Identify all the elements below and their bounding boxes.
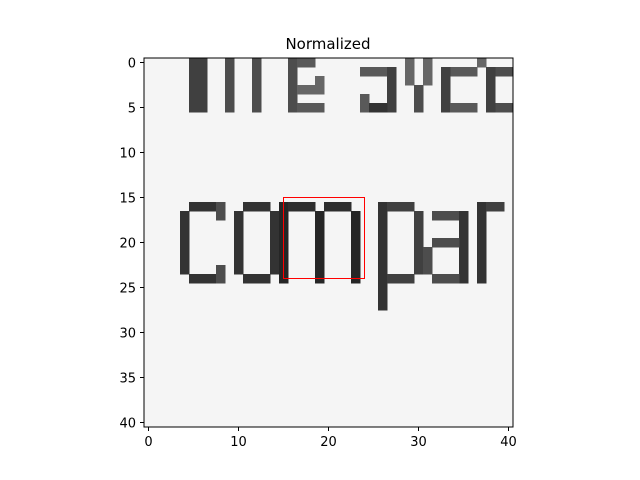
glyph-stroke [198,58,208,113]
glyph-stroke [225,58,235,113]
glyph-stroke [297,103,325,113]
glyph-stroke [441,67,451,113]
glyph-stroke [297,58,307,68]
glyph-stroke [459,211,469,284]
glyph-stroke [180,211,190,275]
glyph-stroke [306,58,316,68]
glyph-stroke [486,67,513,77]
glyph-stroke [432,238,460,248]
glyph-stroke [234,211,244,275]
x-tick-label: 30 [410,435,427,450]
glyph-stroke [486,103,513,113]
glyph-stroke [243,274,271,284]
glyph-stroke [243,202,271,212]
glyph-stroke [288,58,298,113]
glyph-stroke [450,103,478,113]
y-tick-label: 10 [119,147,136,162]
glyph-stroke [297,85,325,95]
glyph-stroke [216,265,226,284]
image-pixels [144,58,513,427]
glyph-stroke [486,67,496,113]
glyph-stroke [252,58,262,113]
glyph-stroke [423,58,433,86]
glyph-stroke [360,67,397,77]
glyph-stroke [387,274,415,284]
glyph-stroke [477,58,487,68]
glyph-stroke [441,67,478,77]
x-tick-label: 0 [144,435,152,450]
y-tick-label: 40 [119,417,136,432]
glyph-stroke [387,67,397,113]
x-tick-label: 10 [230,435,247,450]
glyph-stroke [432,274,460,284]
glyph-stroke [477,202,487,284]
y-tick-label: 15 [119,192,136,207]
glyph-stroke [324,202,352,212]
glyph-stroke [315,76,325,86]
heatmap-plot [143,57,514,428]
glyph-stroke [189,58,199,113]
y-axis-ticks: 0 5 10 15 20 25 30 35 40 [119,57,144,432]
highlight-box [283,197,365,279]
y-tick-label: 30 [119,327,136,342]
glyph-stroke [414,85,424,113]
glyph-stroke [378,202,388,311]
glyph-stroke [189,274,217,284]
glyph-stroke [423,247,433,275]
y-tick-label: 35 [119,372,136,387]
glyph-stroke [189,202,217,212]
glyph-stroke [216,202,226,221]
glyph-stroke [360,94,370,113]
y-tick-label: 25 [119,282,136,297]
y-tick-label: 5 [128,102,136,117]
glyph-stroke [432,211,460,221]
x-tick-label: 20 [320,435,337,450]
y-tick-label: 20 [119,237,136,252]
x-tick-label: 40 [500,435,517,450]
glyph-stroke [405,58,415,86]
glyph-stroke [369,103,388,113]
glyph-stroke [315,211,325,284]
chart-title: Normalized [285,35,370,53]
glyph-stroke [486,202,505,212]
glyph-stroke [270,211,280,275]
glyph-stroke [288,202,316,212]
x-axis-ticks: 0 10 20 30 40 [144,427,517,450]
glyph-stroke [351,211,361,284]
glyph-stroke [414,211,424,275]
y-tick-label: 0 [128,57,136,72]
glyph-stroke [387,202,415,212]
